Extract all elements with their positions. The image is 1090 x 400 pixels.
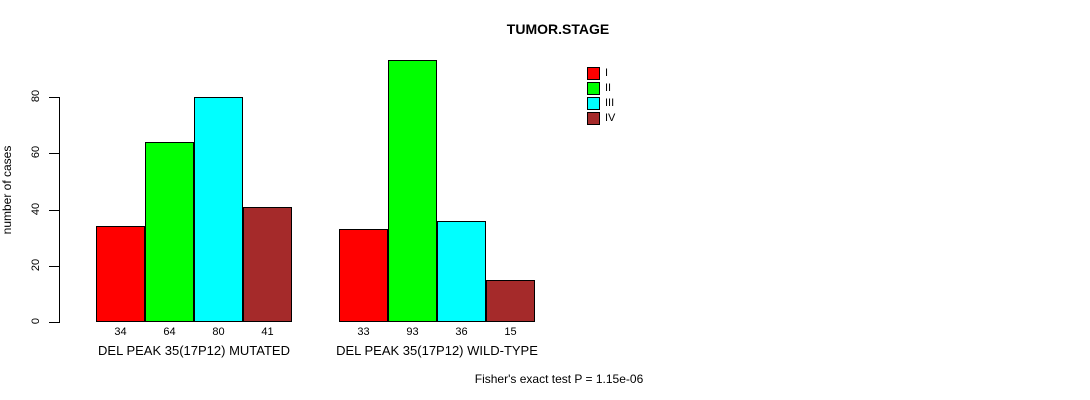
legend-entry-i: I [587, 66, 615, 81]
legend-entry-ii: II [587, 81, 615, 96]
legend-label: III [605, 97, 615, 109]
bar-ii-group1 [145, 142, 194, 322]
y-tick-mark [49, 153, 59, 155]
bar-value-label: 33 [357, 326, 370, 338]
bar-value-label: 41 [261, 326, 274, 338]
legend-label: II [605, 82, 612, 94]
bar-ii-group2 [388, 60, 437, 322]
y-tick-mark [49, 97, 59, 98]
chart-legend: I II III IV [587, 66, 615, 126]
legend-entry-iv: IV [587, 111, 615, 126]
y-tick-mark [49, 209, 59, 211]
y-tick-label: 60 [30, 146, 42, 159]
y-axis-line [59, 97, 60, 323]
y-tick-mark [49, 322, 59, 323]
bar-value-label: 64 [163, 326, 176, 338]
fisher-test-annotation: Fisher's exact test P = 1.15e-06 [474, 372, 644, 386]
legend-swatch-i [587, 67, 600, 80]
legend-entry-iii: III [587, 96, 615, 111]
legend-swatch-iii [587, 97, 600, 110]
legend-swatch-ii [587, 82, 600, 95]
bar-iv-group1 [243, 207, 292, 322]
bar-iv-group2 [486, 280, 535, 322]
y-tick-label: 40 [30, 202, 42, 215]
group-label: DEL PEAK 35(17P12) WILD-TYPE [336, 343, 538, 358]
chart-title: TUMOR.STAGE [506, 21, 610, 37]
bar-iii-group1 [194, 97, 243, 322]
bar-i-group1 [96, 226, 145, 322]
bar-value-label: 36 [455, 326, 468, 338]
bar-value-label: 34 [114, 326, 127, 338]
group-label: DEL PEAK 35(17P12) MUTATED [98, 343, 290, 358]
legend-swatch-iv [587, 112, 600, 125]
bar-value-label: 93 [406, 326, 419, 338]
y-tick-mark [49, 265, 59, 267]
legend-label: I [605, 67, 609, 79]
legend-label: IV [605, 112, 616, 124]
y-tick-label: 0 [30, 317, 42, 325]
bar-iii-group2 [437, 221, 486, 322]
y-tick-label: 20 [30, 258, 42, 271]
bar-value-label: 80 [212, 326, 225, 338]
bar-value-label: 15 [504, 326, 517, 338]
bar-i-group2 [339, 229, 388, 322]
y-tick-label: 80 [30, 89, 42, 103]
